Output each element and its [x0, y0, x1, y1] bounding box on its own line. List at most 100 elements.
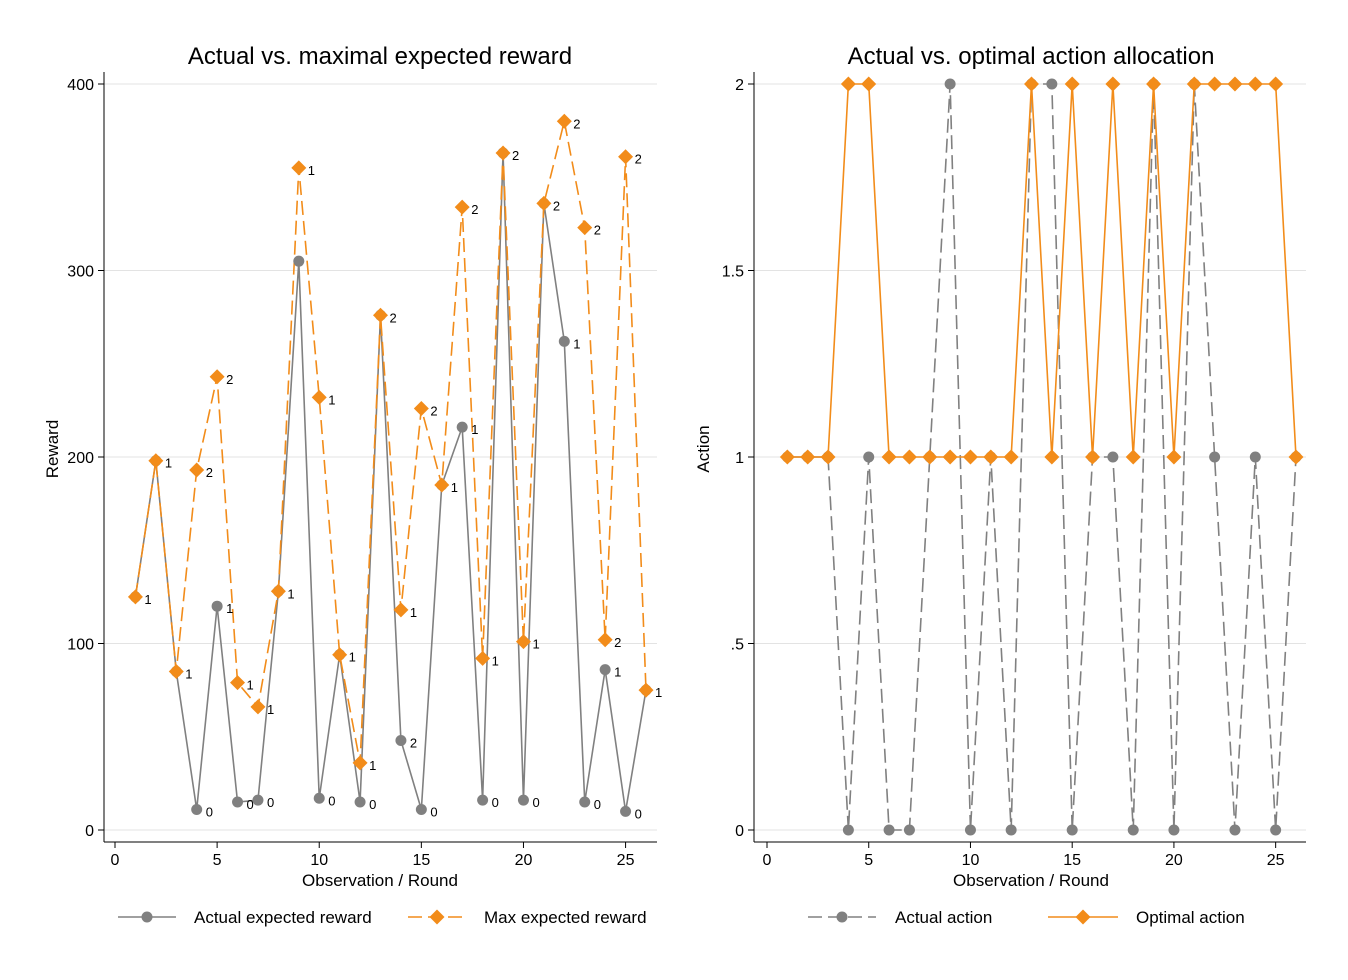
point-label: 1: [655, 685, 662, 700]
x-tick-label: 10: [962, 852, 980, 869]
data-point: [1207, 76, 1223, 92]
x-tick-label: 15: [412, 852, 430, 869]
data-point: [1166, 449, 1182, 465]
data-point: [800, 449, 816, 465]
point-label: 1: [165, 456, 172, 471]
data-point: [352, 755, 368, 771]
data-point: [232, 796, 244, 808]
action-chart-title: Actual vs. optimal action allocation: [848, 43, 1215, 70]
point-label: 0: [206, 804, 213, 819]
data-point: [1146, 76, 1162, 92]
point-label: 2: [635, 152, 642, 167]
data-point: [922, 449, 938, 465]
point-label: 1: [471, 422, 478, 437]
data-point: [1005, 824, 1017, 836]
point-label: 1: [410, 605, 417, 620]
point-label: 2: [471, 202, 478, 217]
series-line: [134, 152, 647, 812]
x-tick-label: 25: [1267, 852, 1285, 869]
data-point: [415, 803, 427, 815]
data-point: [558, 335, 570, 347]
data-point: [556, 113, 572, 129]
data-point: [1186, 76, 1202, 92]
data-point: [820, 449, 836, 465]
data-point: [354, 796, 366, 808]
data-point: [597, 632, 613, 648]
data-point: [1105, 76, 1121, 92]
x-tick-label: 0: [763, 852, 772, 869]
data-point: [962, 449, 978, 465]
data-point: [863, 451, 875, 463]
data-point: [1249, 451, 1261, 463]
y-tick-label: 300: [67, 264, 94, 281]
data-point: [517, 794, 529, 806]
y-tick-label: 0: [85, 823, 94, 840]
reward-panel: Actual vs. maximal expected reward Obser…: [43, 43, 662, 927]
data-point: [1268, 76, 1284, 92]
point-label: 2: [512, 148, 519, 163]
data-point: [1125, 449, 1141, 465]
point-label: 1: [492, 653, 499, 668]
point-label: 1: [144, 592, 151, 607]
point-label: 1: [328, 392, 335, 407]
point-label: 0: [492, 795, 499, 810]
data-point: [515, 634, 531, 650]
point-label: 0: [267, 795, 274, 810]
x-tick-label: 5: [213, 852, 222, 869]
reward-y-axis-label: Reward: [43, 420, 62, 479]
point-label: 1: [247, 678, 254, 693]
data-point: [901, 449, 917, 465]
series-max-expected-reward: [134, 121, 647, 764]
markers: [779, 76, 1304, 465]
point-label: 1: [185, 666, 192, 681]
data-point: [1064, 76, 1080, 92]
data-point: [332, 647, 348, 663]
action-y-axis-label: Action: [694, 425, 713, 472]
data-point: [1085, 449, 1101, 465]
data-point: [456, 421, 468, 433]
data-point: [189, 462, 205, 478]
y-tick-label: 200: [67, 450, 94, 467]
data-point: [127, 589, 143, 605]
data-point: [842, 824, 854, 836]
data-point: [291, 160, 307, 176]
data-point: [881, 449, 897, 465]
data-point: [211, 600, 223, 612]
data-point: [620, 805, 632, 817]
data-point: [1270, 824, 1282, 836]
x-tick-label: 5: [864, 852, 873, 869]
data-point: [618, 149, 634, 165]
legend-marker: [1075, 909, 1091, 925]
point-label: 1: [451, 480, 458, 495]
data-point: [270, 583, 286, 599]
action-panel: Actual vs. optimal action allocation Obs…: [694, 43, 1306, 927]
gridlines: [754, 83, 1306, 831]
x-tick-label: 0: [111, 852, 120, 869]
action-legend-label-actual: Actual action: [895, 908, 992, 927]
point-label: 1: [369, 758, 376, 773]
data-point: [230, 675, 246, 691]
x-tick-label: 15: [1063, 852, 1081, 869]
point-label: 2: [226, 372, 233, 387]
data-point: [311, 389, 327, 405]
legend-marker: [141, 911, 153, 923]
data-point: [1024, 76, 1039, 92]
legend-marker: [836, 911, 848, 923]
series-line: [787, 83, 1297, 831]
data-point: [1107, 451, 1119, 463]
point-label: 2: [206, 465, 213, 480]
reward-chart-title: Actual vs. maximal expected reward: [188, 43, 572, 70]
data-point: [861, 76, 877, 92]
data-point: [148, 453, 164, 469]
point-label: 1: [287, 586, 294, 601]
y-tick-label: 1.5: [722, 264, 744, 281]
data-point: [252, 794, 264, 806]
data-point: [579, 796, 591, 808]
x-tick-label: 20: [515, 852, 533, 869]
action-legend-label-optimal: Optimal action: [1136, 908, 1245, 927]
data-point: [1209, 451, 1221, 463]
data-point: [1003, 449, 1019, 465]
